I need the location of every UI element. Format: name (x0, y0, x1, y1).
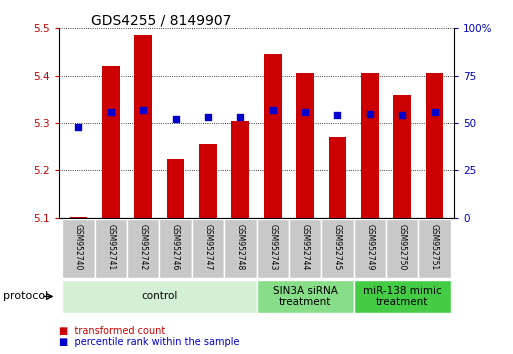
Text: GSM952745: GSM952745 (333, 224, 342, 270)
Point (301, 109, 309, 114)
Text: GSM952751: GSM952751 (430, 224, 439, 270)
Text: GSM952748: GSM952748 (236, 224, 245, 270)
Bar (419, 219, 451, 278)
Text: miR-138 mimic
treatment: miR-138 mimic treatment (363, 286, 442, 307)
Bar (256, 219, 289, 278)
Bar (224, 219, 256, 278)
Bar (167, 159, 185, 218)
Text: GSM952746: GSM952746 (171, 224, 180, 270)
Bar (393, 95, 411, 218)
Point (107, 109, 115, 114)
Point (430, 109, 439, 114)
Bar (321, 219, 353, 278)
Text: GSM952741: GSM952741 (106, 224, 115, 270)
Bar (192, 219, 224, 278)
Text: SIN3A siRNA
treatment: SIN3A siRNA treatment (272, 286, 338, 307)
Bar (256, 280, 353, 313)
Text: GSM952749: GSM952749 (365, 224, 374, 270)
Bar (353, 219, 386, 278)
Text: GSM952743: GSM952743 (268, 224, 277, 270)
Point (139, 107, 147, 113)
Text: GSM952744: GSM952744 (301, 224, 309, 270)
Point (269, 107, 277, 113)
Bar (296, 73, 314, 218)
Bar (328, 137, 346, 218)
Bar (361, 73, 379, 218)
Text: ■  transformed count: ■ transformed count (59, 326, 165, 336)
Bar (264, 55, 282, 218)
Point (366, 111, 374, 116)
Point (74, 124, 83, 130)
Point (333, 113, 342, 118)
Point (398, 113, 406, 118)
Text: GSM952750: GSM952750 (398, 224, 407, 270)
Point (171, 116, 180, 122)
Bar (70, 217, 87, 218)
Text: GSM952747: GSM952747 (204, 224, 212, 270)
Text: ■  percentile rank within the sample: ■ percentile rank within the sample (59, 337, 240, 347)
Bar (160, 219, 192, 278)
Bar (102, 66, 120, 218)
Text: control: control (141, 291, 177, 302)
Bar (199, 144, 217, 218)
Bar (62, 280, 256, 313)
Text: GDS4255 / 8149907: GDS4255 / 8149907 (91, 13, 231, 27)
Point (236, 114, 244, 120)
Text: GSM952742: GSM952742 (139, 224, 148, 270)
Bar (289, 219, 321, 278)
Bar (134, 35, 152, 218)
Bar (231, 121, 249, 218)
Bar (353, 280, 451, 313)
Bar (94, 219, 127, 278)
Bar (127, 219, 160, 278)
Bar (426, 73, 443, 218)
Bar (62, 219, 94, 278)
Text: protocol: protocol (3, 291, 48, 302)
Text: GSM952740: GSM952740 (74, 224, 83, 270)
Point (204, 114, 212, 120)
Bar (386, 219, 419, 278)
